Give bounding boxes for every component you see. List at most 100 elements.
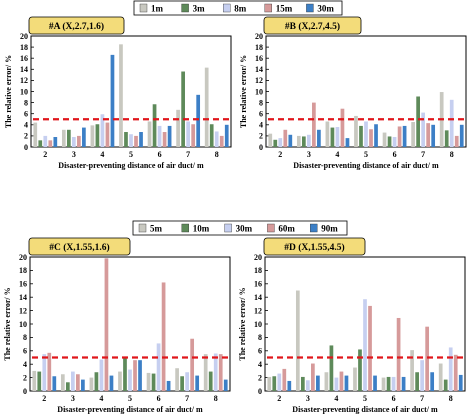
bar <box>214 131 219 147</box>
bar <box>282 368 287 391</box>
bar <box>147 121 152 147</box>
y-tick-label: 8 <box>258 333 262 342</box>
legend-label: 15m <box>276 4 293 14</box>
y-tick-label: 14 <box>20 65 28 74</box>
y-tick-label: 12 <box>255 76 263 85</box>
bar <box>138 360 142 391</box>
bar <box>139 132 143 147</box>
bar <box>387 136 392 147</box>
x-tick-label: 4 <box>335 150 339 159</box>
panel-label: #A (X,2.7,1.6) <box>49 21 104 32</box>
y-tick-label: 14 <box>19 293 27 302</box>
bar <box>306 380 310 391</box>
bar <box>42 354 47 391</box>
bar <box>190 338 195 391</box>
y-tick-label: 2 <box>258 373 262 382</box>
y-tick-label: 18 <box>255 43 263 52</box>
y-tick-label: 14 <box>254 293 262 302</box>
x-tick-label: 5 <box>363 394 367 403</box>
bar <box>396 317 401 391</box>
plot-area <box>30 35 232 148</box>
panel-label: #D (X,1.55,4.5) <box>284 242 344 253</box>
legend-label: 5m <box>150 224 163 234</box>
bar <box>410 350 414 391</box>
y-axis-label: The relative error/ % <box>239 55 248 128</box>
bar <box>330 127 335 147</box>
bar <box>401 376 406 391</box>
bar <box>374 124 378 147</box>
y-tick-label: 6 <box>259 110 263 119</box>
bar <box>146 372 151 391</box>
y-tick-label: 8 <box>23 333 27 342</box>
panel-label: #C (X,1.55,1.6) <box>49 242 109 253</box>
y-tick-label: 4 <box>259 121 263 130</box>
bar <box>335 127 340 147</box>
bar <box>151 373 156 391</box>
bar <box>175 368 179 391</box>
y-tick-label: 10 <box>255 87 263 96</box>
y-tick-label: 20 <box>255 32 263 41</box>
bar <box>76 374 80 391</box>
bar <box>167 125 172 147</box>
bar <box>353 367 357 391</box>
y-tick-label: 12 <box>254 306 262 315</box>
legend-swatch <box>264 3 272 13</box>
bar <box>213 353 218 391</box>
y-tick-label: 16 <box>19 280 27 289</box>
bar <box>223 379 228 391</box>
bar <box>307 134 311 147</box>
x-tick-label: 6 <box>157 394 161 403</box>
bar <box>94 372 99 391</box>
legend-label: 10m <box>193 224 210 234</box>
bar <box>278 138 283 147</box>
bar <box>415 372 419 391</box>
bar <box>444 130 449 147</box>
x-tick-label: 7 <box>420 394 424 403</box>
panel-label-box <box>28 237 131 256</box>
bar <box>128 369 132 391</box>
bar <box>33 122 38 147</box>
bar <box>301 136 306 147</box>
bar <box>324 372 329 391</box>
y-tick-label: 4 <box>258 360 262 369</box>
x-tick-label: 2 <box>43 150 47 159</box>
bar <box>363 299 367 391</box>
bar <box>82 127 86 147</box>
bar <box>312 102 316 147</box>
y-tick-label: 18 <box>254 266 262 275</box>
bar <box>32 370 37 391</box>
bar <box>391 376 396 391</box>
bar <box>316 375 320 391</box>
bar <box>162 132 167 147</box>
plot-area <box>29 256 231 392</box>
y-tick-label: 10 <box>20 87 28 96</box>
bar <box>397 126 402 147</box>
x-tick-label: 5 <box>128 394 132 403</box>
x-tick-label: 7 <box>421 150 425 159</box>
bar <box>283 129 288 147</box>
y-tick-label: 12 <box>19 306 27 315</box>
bar <box>438 363 443 391</box>
bar <box>48 140 53 147</box>
bar <box>339 371 344 391</box>
bar <box>373 375 377 391</box>
y-tick-label: 6 <box>24 110 28 119</box>
bar <box>191 124 196 147</box>
bar <box>268 133 273 147</box>
bar <box>369 129 373 147</box>
y-tick-label: 20 <box>254 253 262 262</box>
bar <box>129 134 133 147</box>
y-tick-label: 4 <box>23 360 27 369</box>
x-tick-label: 2 <box>278 150 282 159</box>
legend: 5m 10m 30m 60m 90m <box>132 220 348 236</box>
y-tick-label: 14 <box>255 65 263 74</box>
bar <box>358 349 362 391</box>
legend-label: 60m <box>278 224 295 234</box>
bar <box>109 375 114 391</box>
bar <box>344 375 349 391</box>
y-tick-label: 0 <box>259 143 263 152</box>
bar <box>43 135 48 147</box>
bar <box>453 354 458 391</box>
legend-label: 30m <box>317 4 334 14</box>
legend-swatch <box>306 3 314 13</box>
